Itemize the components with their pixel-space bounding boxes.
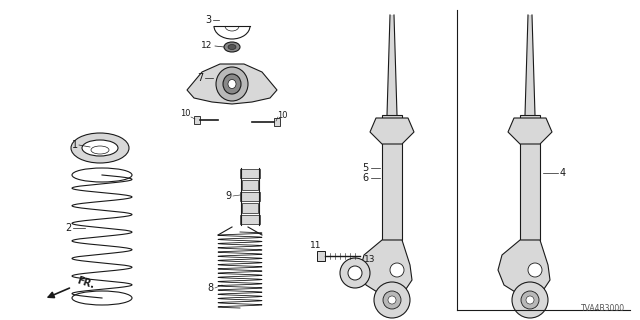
Polygon shape [498, 240, 550, 295]
Text: 7: 7 [197, 73, 203, 83]
Bar [242, 180, 258, 190]
Circle shape [521, 291, 539, 309]
Ellipse shape [223, 74, 241, 94]
Ellipse shape [216, 67, 248, 101]
Text: 1: 1 [72, 140, 78, 150]
Ellipse shape [82, 140, 118, 156]
Text: 10: 10 [276, 111, 287, 121]
Text: 5: 5 [362, 163, 368, 173]
FancyArrowPatch shape [48, 288, 70, 298]
Bar [240, 169, 260, 179]
Text: 2: 2 [65, 223, 71, 233]
Polygon shape [370, 118, 414, 144]
Polygon shape [187, 64, 277, 104]
Ellipse shape [340, 258, 370, 288]
Bar [317, 251, 325, 261]
Text: 6: 6 [362, 173, 368, 183]
Text: 9: 9 [225, 191, 231, 201]
Polygon shape [525, 15, 535, 115]
Circle shape [374, 282, 410, 318]
Text: 4: 4 [560, 168, 566, 178]
Ellipse shape [224, 42, 240, 52]
Polygon shape [508, 118, 552, 144]
Ellipse shape [71, 133, 129, 163]
Ellipse shape [228, 79, 236, 89]
Text: FR.: FR. [76, 276, 96, 291]
Polygon shape [387, 15, 397, 115]
Bar [274, 118, 280, 126]
Ellipse shape [528, 263, 542, 277]
Bar [382, 115, 402, 240]
Text: 3: 3 [205, 15, 211, 25]
Bar [240, 215, 260, 224]
Text: 8: 8 [207, 283, 213, 293]
Text: 13: 13 [364, 255, 376, 265]
Text: TVA4B3000: TVA4B3000 [581, 304, 625, 313]
Circle shape [526, 296, 534, 304]
Circle shape [388, 296, 396, 304]
Text: 12: 12 [202, 42, 212, 51]
Bar [242, 203, 258, 212]
Circle shape [512, 282, 548, 318]
Ellipse shape [348, 266, 362, 280]
Text: 10: 10 [180, 109, 190, 118]
Ellipse shape [390, 263, 404, 277]
Bar [240, 192, 260, 201]
Text: 11: 11 [310, 241, 322, 250]
Bar [520, 115, 540, 240]
Ellipse shape [228, 44, 236, 50]
Polygon shape [360, 240, 412, 295]
Bar [194, 116, 200, 124]
Circle shape [383, 291, 401, 309]
